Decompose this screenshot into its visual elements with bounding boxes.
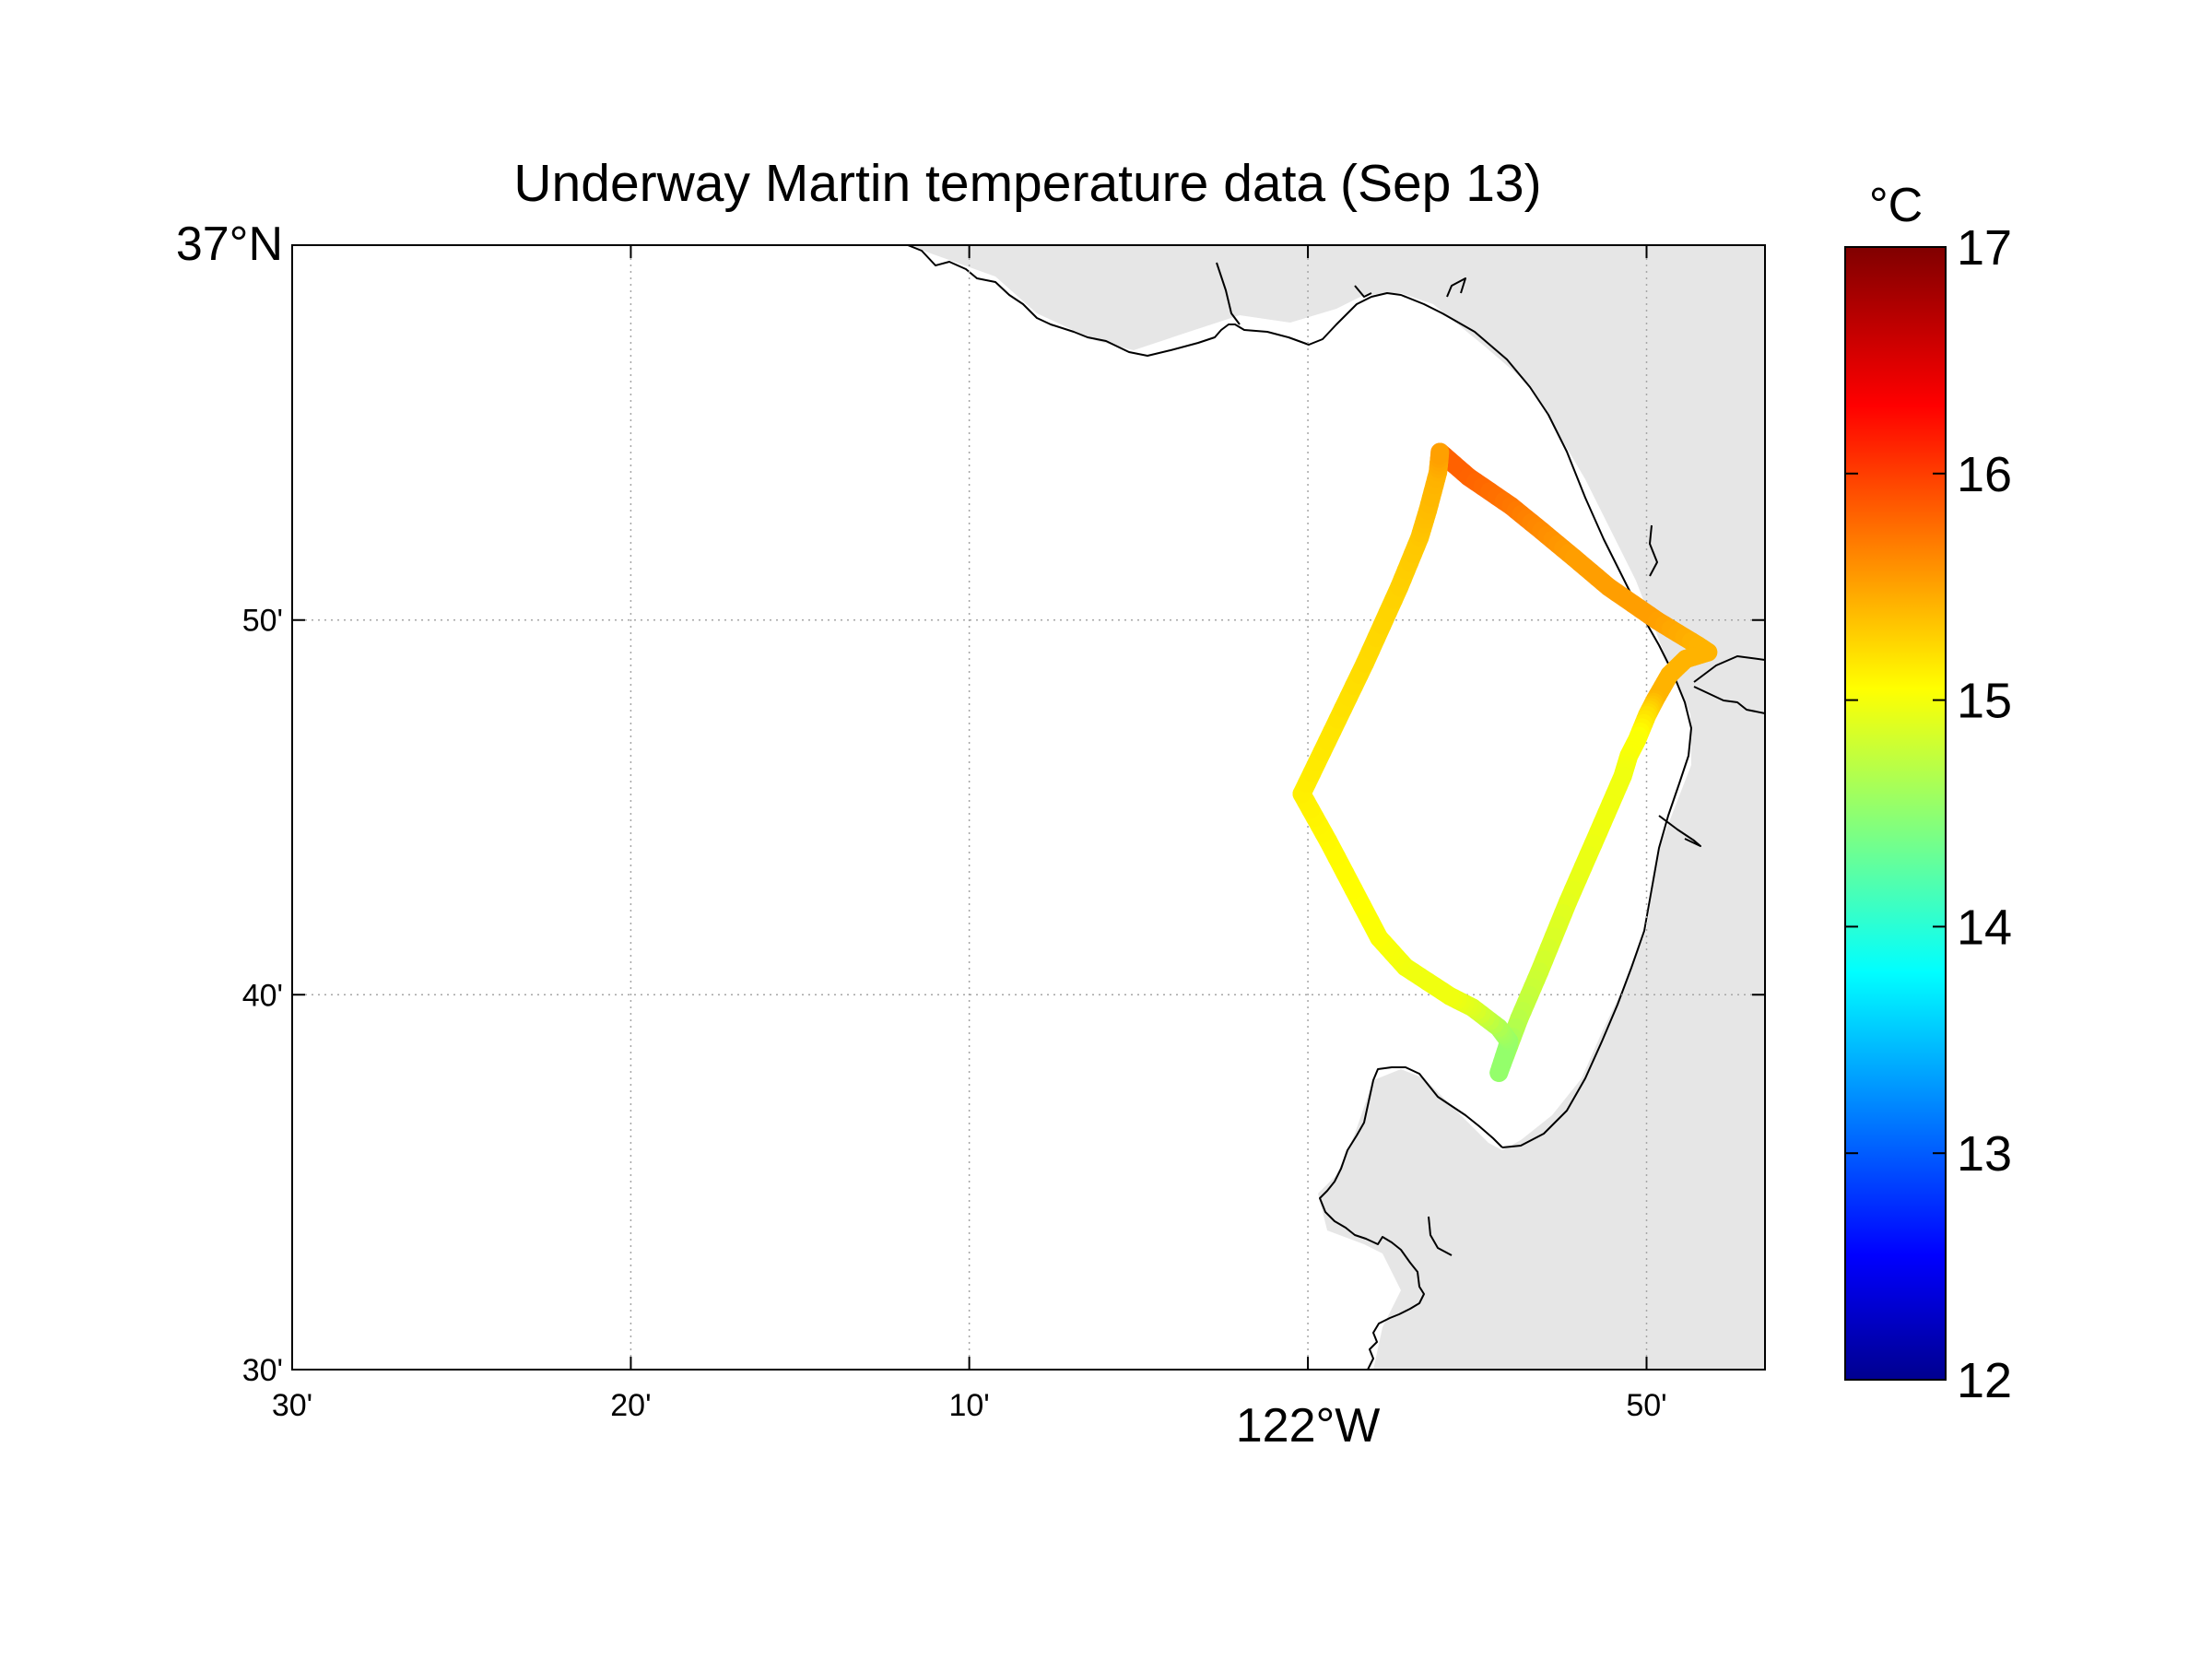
latitude-labels: 37°N 50' 40' 30' (176, 218, 283, 1388)
chart-title: Underway Martin temperature data (Sep 13… (513, 154, 1541, 213)
lat-tick-label: 50' (242, 604, 283, 639)
lon-tick-label: 50' (1626, 1388, 1666, 1423)
lat-tick-label: 30' (242, 1353, 283, 1388)
river-inlet-east (1649, 524, 1658, 577)
harbor-elkhorn (1693, 655, 1765, 714)
map-frame (291, 244, 1766, 1371)
colorbar-gradient (1844, 246, 1947, 1381)
longitude-labels: 30' 20' 10' 122°W 50' (272, 1388, 1667, 1453)
river-inlet-south (1428, 1216, 1453, 1256)
map-axes: 37°N 50' 40' 30' 30' 20' 10' 122°W 50' (176, 218, 1766, 1453)
axis-tick-marks (291, 244, 1765, 1371)
colorbar-tick-label: 15 (1957, 674, 2012, 729)
land-north (908, 245, 1765, 1370)
river-inlet-north-2 (1446, 277, 1466, 298)
lon-tick-label: 20' (610, 1388, 651, 1423)
coastline-north (907, 245, 1692, 1148)
ship-track (1292, 442, 1718, 1082)
harbor-moss (1658, 815, 1701, 847)
colorbar: °C 12 13 14 15 16 17 (1844, 179, 2012, 1408)
colorbar-tick-label: 14 (1957, 900, 2012, 955)
lon-tick-label: 30' (272, 1388, 312, 1423)
colorbar-tick-label: 12 (1957, 1353, 2012, 1408)
map-content (292, 245, 1765, 1370)
lon-tick-label: 10' (948, 1388, 989, 1423)
river-inlet-north (1216, 262, 1241, 325)
colorbar-tick-label: 17 (1957, 220, 2012, 276)
coastline-south (1319, 1066, 1503, 1370)
colorbar-tick-label: 13 (1957, 1126, 2012, 1182)
colorbar-ticks: 12 13 14 15 16 17 (1845, 220, 2012, 1408)
colorbar-label: °C (1869, 179, 1923, 232)
lat-tick-label: 37°N (176, 218, 283, 271)
lat-tick-label: 40' (242, 978, 283, 1013)
lon-tick-label: 122°W (1236, 1399, 1381, 1453)
river-inlet-north-3 (1354, 285, 1372, 298)
colorbar-tick-label: 16 (1957, 447, 2012, 502)
